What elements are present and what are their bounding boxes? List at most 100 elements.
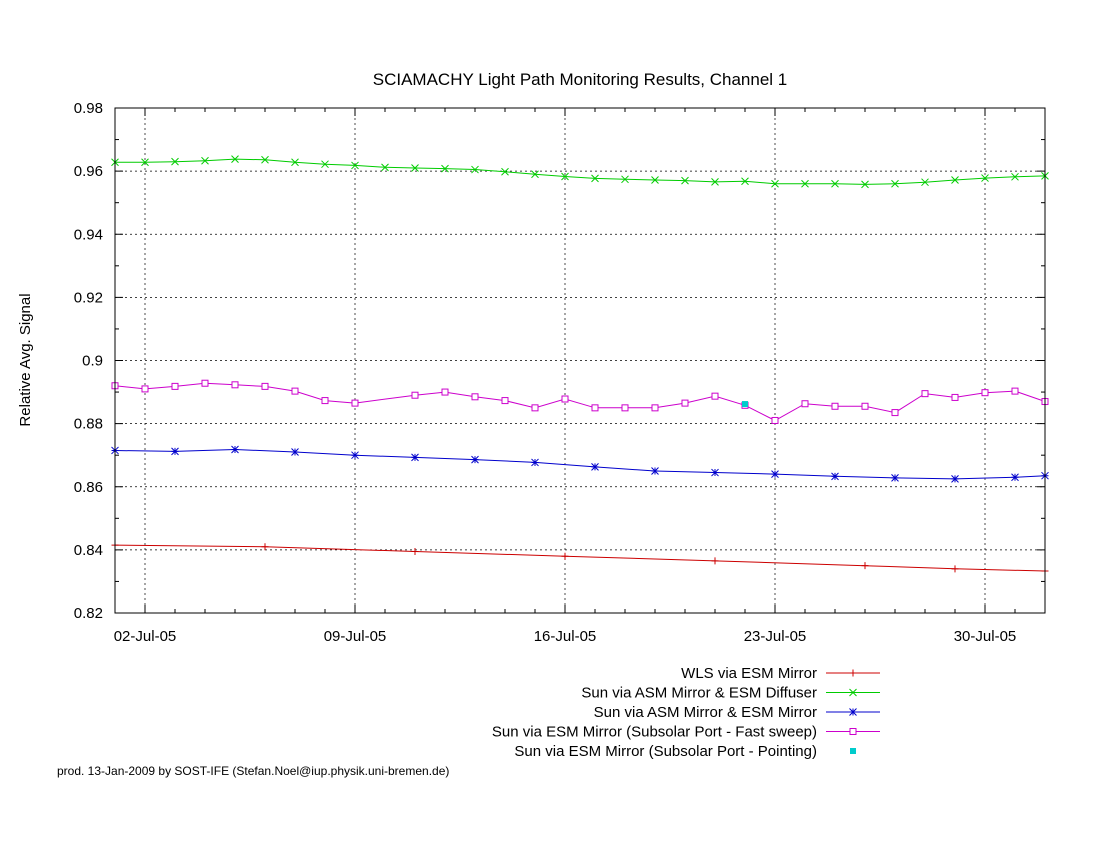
footer-credit: prod. 13-Jan-2009 by SOST-IFE (Stefan.No… — [57, 764, 449, 778]
data-point-marker — [261, 543, 269, 551]
axis-ticks: 0.82 0.84 0.86 0.88 0.9 0.92 0.94 0.96 0.98 02-Ju… — [74, 100, 1045, 645]
legend-label: Sun via ASM Mirror & ESM Diffuser — [581, 685, 817, 702]
data-point-marker — [201, 156, 209, 165]
data-point-marker — [561, 395, 569, 403]
data-point-marker — [651, 467, 659, 475]
series-group — [111, 155, 1049, 575]
y-tick-label: 0.96 — [74, 163, 103, 180]
data-point-marker — [891, 474, 899, 482]
legend-label: Sun via ESM Mirror (Subsolar Port - Fast… — [492, 724, 817, 741]
data-point-marker — [321, 397, 329, 405]
y-tick-label: 0.86 — [74, 479, 103, 496]
data-point-marker — [849, 728, 857, 735]
data-point-marker — [531, 458, 539, 467]
data-point-marker — [771, 179, 779, 188]
data-point-marker — [1011, 172, 1019, 181]
x-tick-label: 16-Jul-05 — [534, 628, 597, 645]
data-point-marker — [321, 160, 329, 169]
y-axis-label: Relative Avg. Signal — [17, 293, 34, 426]
x-tick-label: 02-Jul-05 — [114, 628, 177, 645]
chart-title: SCIAMACHY Light Path Monitoring Results,… — [373, 70, 788, 89]
data-point-marker — [921, 178, 929, 187]
y-tick-label: 0.88 — [74, 416, 103, 433]
data-point-marker — [501, 397, 509, 405]
y-tick-label: 0.92 — [74, 289, 103, 306]
legend-label: Sun via ESM Mirror (Subsolar Port - Poin… — [514, 743, 817, 760]
data-point-marker — [711, 178, 719, 186]
data-point-marker — [531, 404, 539, 412]
data-point-marker — [681, 176, 689, 185]
data-point-marker — [951, 475, 959, 483]
data-point-marker — [951, 393, 959, 401]
data-point-marker — [441, 388, 449, 396]
data-point-marker — [771, 416, 779, 424]
y-tick-label: 0.82 — [74, 605, 103, 622]
data-point-marker — [561, 172, 569, 181]
data-point-marker — [651, 404, 659, 412]
data-point-marker — [742, 401, 748, 408]
y-tick-label: 0.94 — [74, 226, 103, 243]
data-point-marker — [171, 447, 179, 456]
data-point-marker — [801, 179, 809, 188]
series-line — [114, 382, 1046, 422]
legend: WLS via ESM Mirror Sun via ASM Mirror & E… — [492, 665, 880, 760]
series-line — [115, 158, 1046, 185]
data-point-marker — [291, 387, 299, 395]
data-point-marker — [351, 399, 359, 407]
data-point-marker — [849, 669, 857, 677]
data-point-marker — [711, 468, 719, 477]
data-point-marker — [201, 379, 209, 387]
data-point-marker — [861, 562, 869, 570]
data-point-marker — [591, 463, 599, 471]
data-point-marker — [411, 164, 419, 172]
data-point-marker — [711, 557, 719, 565]
data-point-marker — [141, 385, 149, 393]
data-point-marker — [891, 409, 899, 417]
data-point-marker — [621, 404, 629, 412]
legend-label: WLS via ESM Mirror — [681, 665, 817, 682]
data-point-marker — [351, 161, 359, 170]
series-line — [114, 448, 1046, 480]
data-point-marker — [351, 451, 359, 460]
data-point-marker — [861, 402, 869, 410]
data-point-marker — [261, 382, 269, 390]
data-point-marker — [981, 389, 989, 397]
data-point-marker — [471, 165, 479, 174]
data-point-marker — [951, 176, 959, 184]
data-point-marker — [231, 445, 239, 454]
data-point-marker — [501, 167, 509, 176]
data-point-marker — [831, 179, 839, 188]
series-4 — [111, 379, 1049, 424]
data-point-marker — [381, 163, 389, 172]
data-point-marker — [849, 708, 857, 716]
data-point-marker — [741, 177, 749, 186]
data-point-marker — [411, 547, 419, 555]
series-3 — [111, 445, 1049, 483]
y-tick-label: 0.9 — [82, 353, 103, 370]
data-point-marker — [471, 455, 479, 464]
data-point-marker — [231, 381, 239, 389]
data-point-marker — [849, 688, 857, 697]
data-point-marker — [471, 393, 479, 401]
data-point-marker — [801, 400, 809, 408]
data-point-marker — [951, 565, 959, 573]
data-point-marker — [171, 157, 179, 166]
data-point-marker — [411, 453, 419, 462]
data-point-marker — [711, 392, 719, 400]
data-point-marker — [591, 174, 599, 183]
data-point-marker — [850, 748, 856, 754]
data-point-marker — [231, 155, 239, 163]
data-point-marker — [651, 176, 659, 184]
y-tick-label: 0.84 — [74, 542, 103, 559]
data-point-marker — [291, 448, 299, 456]
data-point-marker — [831, 472, 839, 481]
data-point-marker — [1011, 387, 1019, 395]
data-point-marker — [411, 391, 419, 399]
data-point-marker — [831, 402, 839, 410]
data-point-marker — [1011, 473, 1019, 482]
data-point-marker — [891, 179, 899, 188]
data-point-marker — [771, 470, 779, 478]
data-point-marker — [291, 158, 299, 167]
x-tick-label: 23-Jul-05 — [744, 628, 807, 645]
